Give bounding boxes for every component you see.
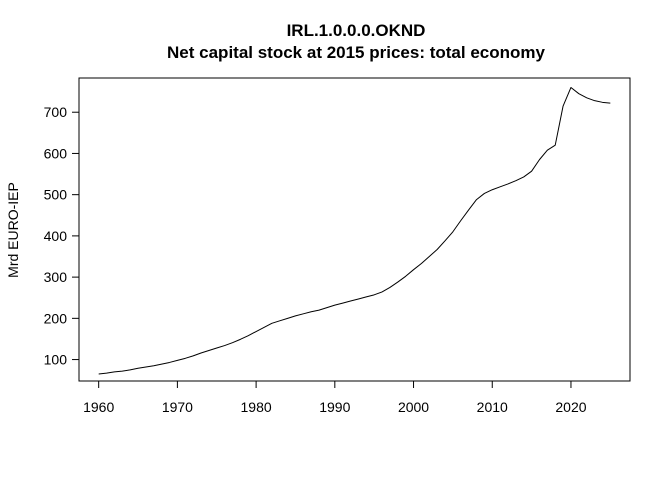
y-tick-label: 200 <box>44 310 68 326</box>
plot-frame <box>78 77 631 382</box>
y-axis: 100 200 300 400 500 600 700 <box>44 104 80 368</box>
x-tick-label: 1960 <box>83 399 114 415</box>
y-axis-label: Mrd EURO-IEP <box>5 182 21 278</box>
series-layer <box>98 86 611 375</box>
x-axis: 1960 1970 1980 1990 2000 2010 2020 <box>83 380 587 415</box>
y-tick-label: 600 <box>44 145 68 161</box>
x-tick-label: 2010 <box>477 399 508 415</box>
x-tick-label: 1990 <box>319 399 350 415</box>
x-tick-label: 1980 <box>241 399 272 415</box>
x-tick-label: 1970 <box>162 399 193 415</box>
y-tick-label: 100 <box>44 352 68 368</box>
series-line <box>98 86 611 375</box>
y-tick-label: 300 <box>44 269 68 285</box>
y-tick-label: 400 <box>44 228 68 244</box>
x-tick-label: 2020 <box>555 399 586 415</box>
y-tick-label: 500 <box>44 187 68 203</box>
chart-title: IRL.1.0.0.0.OKND <box>287 21 426 40</box>
y-tick-label: 700 <box>44 104 68 120</box>
chart-subtitle: Net capital stock at 2015 prices: total … <box>167 43 545 62</box>
x-tick-label: 2000 <box>398 399 429 415</box>
